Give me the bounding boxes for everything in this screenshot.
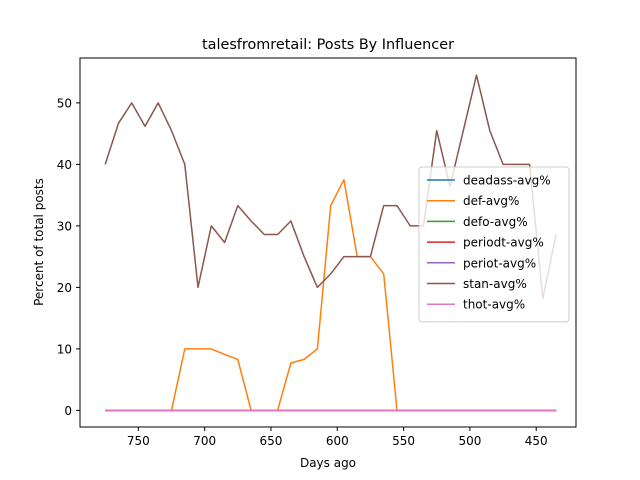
legend-box (418, 166, 570, 323)
y-tick-label: 20 (57, 281, 72, 295)
x-tick-label: 700 (193, 434, 216, 448)
axes: 750 700 650 600 550 500 450 0 10 20 30 40 50 (57, 57, 577, 448)
x-tick-label: 600 (326, 434, 349, 448)
series-layer (104, 74, 557, 412)
plot-frame (79, 57, 577, 428)
legend: deadass-avg% def-avg% defo-avg% periodt-avg… (418, 166, 570, 323)
legend-label: def-avg% (463, 194, 519, 208)
legend-label: defo-avg% (463, 215, 528, 229)
y-tick-label: 50 (57, 96, 72, 110)
x-tick-label: 450 (525, 434, 548, 448)
y-tick-label: 0 (64, 404, 72, 418)
y-axis-label: Percent of total posts (32, 178, 46, 306)
y-tick-label: 40 (57, 158, 72, 172)
x-axis-label: Days ago (300, 456, 356, 470)
x-tick-label: 650 (260, 434, 283, 448)
y-tick-label: 10 (57, 342, 72, 356)
legend-label: periodt-avg% (463, 236, 544, 250)
legend-label: stan-avg% (463, 277, 527, 291)
x-tick-label: 750 (127, 434, 150, 448)
y-tick-label: 30 (57, 219, 72, 233)
legend-label: periot-avg% (463, 256, 536, 270)
chart-title: talesfromretail: Posts By Influencer (202, 37, 454, 53)
legend-label: thot-avg% (463, 298, 525, 312)
x-tick-label: 550 (392, 434, 415, 448)
series-line-stan-avg (104, 74, 557, 300)
x-tick-label: 500 (458, 434, 481, 448)
legend-label: deadass-avg% (463, 174, 551, 188)
